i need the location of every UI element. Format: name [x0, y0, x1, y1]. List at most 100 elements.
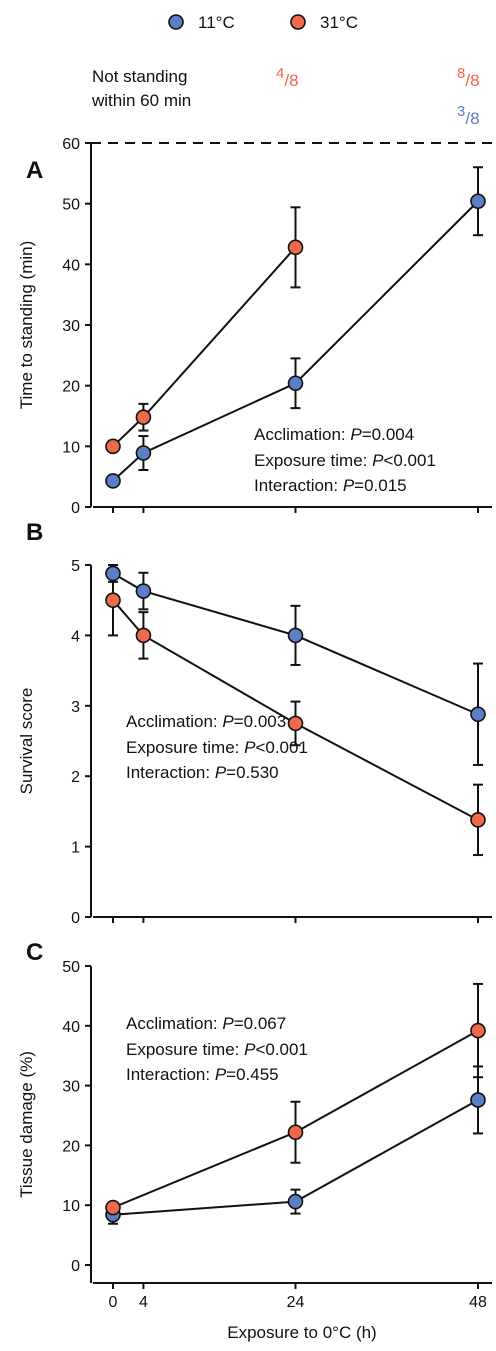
panel-b-y-tick-label: 0	[71, 910, 80, 927]
panel-b-stat-name: Interaction:	[126, 763, 215, 782]
panel-c-series-31c-point	[470, 1022, 486, 1039]
legend-label-31c: 31°C	[320, 13, 358, 32]
fraction-31c-24h-den: /8	[284, 71, 298, 90]
panel-c-y-tick-label: 50	[62, 959, 80, 976]
panel-c-y-tick-label: 20	[62, 1138, 80, 1155]
panel-c-stat-line: Acclimation: P=0.067	[126, 1014, 286, 1033]
panel-a-stat-line: Interaction: P=0.015	[254, 476, 407, 495]
panel-c-stat-name: Acclimation:	[126, 1014, 222, 1033]
panel-c-stat-p: P	[215, 1065, 227, 1084]
panel-a-stat-p: P	[343, 476, 355, 495]
panel-a-y-tick-label: 60	[62, 136, 80, 153]
panel-b-stat-line: Interaction: P=0.530	[126, 763, 279, 782]
panel-b-stat-value: <0.001	[255, 738, 307, 757]
panel-b-stat-value: =0.530	[226, 763, 278, 782]
panel-a-y-tick-label: 30	[62, 318, 80, 335]
panel-a-series-11c-point	[135, 445, 152, 461]
panel-c-series-31c-point	[287, 1124, 304, 1141]
panel-a-stat-value: =0.004	[362, 425, 414, 444]
not-standing-header: Not standing within 60 min 4/8 8/8 3/8	[91, 65, 480, 128]
panel-c-stat-line: Exposure time: P<0.001	[126, 1040, 308, 1059]
panel-c-letter: C	[26, 939, 43, 966]
panel-b-y-tick-label: 5	[71, 558, 80, 575]
x-axis-title: Exposure to 0°C (h)	[227, 1323, 376, 1342]
panel-c-series-11c-point	[287, 1193, 304, 1210]
panel-b-series-31c-point	[287, 715, 304, 732]
panel-a-y-tick-label: 50	[62, 197, 80, 214]
panel-a-y-tick-label: 10	[62, 439, 80, 456]
panel-b-letter: B	[26, 519, 43, 546]
panel-b: B 0 1 2 3 4 5 Survival score Acclimation: P=0.00…	[17, 519, 492, 927]
panel-c-series-11c-point	[470, 1092, 486, 1108]
fraction-31c-48h-num: 8	[457, 65, 465, 82]
legend-label-11c: 11°C	[198, 13, 235, 32]
not-standing-label-line1: Not standing	[92, 67, 187, 86]
panel-a-series-11c-point	[470, 193, 486, 210]
panel-b-series-11c-point	[105, 565, 121, 582]
panel-a-y-tick-label: 0	[71, 500, 80, 517]
panel-a-series-11c-point	[105, 473, 121, 489]
panel-c-y-axis-title: Tissue damage (%)	[17, 1051, 36, 1198]
panel-b-series-31c-point	[470, 812, 486, 828]
x-tick-label: 24	[287, 1294, 305, 1311]
panel-a-y-tick-label: 40	[62, 257, 80, 274]
panel-b-y-tick-label: 2	[71, 769, 80, 786]
fraction-31c-24h-num: 4	[276, 65, 284, 82]
panel-a-y-axis-title: Time to standing (min)	[17, 241, 36, 409]
panel-c-y-tick-label: 10	[62, 1198, 80, 1215]
panel-b-series-11c-line	[112, 572, 479, 716]
panel-b-stat-name: Exposure time:	[126, 738, 244, 757]
panel-b-series-31c-point	[135, 627, 152, 644]
panel-c-stat-p: P	[244, 1040, 256, 1059]
panel-b-stat-line: Exposure time: P<0.001	[126, 738, 308, 757]
panel-b-stat-p: P	[215, 763, 227, 782]
panel-c-stat-value: =0.455	[226, 1065, 278, 1084]
panel-c: C 0 10 20 30 40 50 0 4 24 48 Tissue damage (%) Accli…	[17, 939, 492, 1311]
panel-a-series-11c-point	[287, 375, 304, 392]
legend-marker-11c	[168, 14, 184, 30]
panel-a-y-tick-label: 20	[62, 379, 80, 396]
panel-c-series-31c-point	[105, 1199, 121, 1216]
panel-c-y-tick-label: 0	[71, 1258, 80, 1275]
fraction-31c-48h: 8/8	[457, 65, 480, 90]
panel-b-stat-p: P	[244, 738, 256, 757]
fraction-31c-48h-den: /8	[465, 71, 479, 90]
panel-b-series-11c-point	[287, 627, 304, 644]
panel-a-stat-name: Exposure time:	[254, 451, 372, 470]
panel-b-y-tick-label: 3	[71, 699, 80, 716]
fraction-11c-48h-den: /8	[465, 109, 479, 128]
panel-c-stat-value: =0.067	[234, 1014, 286, 1033]
panel-a-stat-p: P	[350, 425, 362, 444]
panel-b-y-tick-label: 4	[71, 628, 80, 645]
panel-c-stat-name: Interaction:	[126, 1065, 215, 1084]
panel-b-y-axis-title: Survival score	[17, 688, 36, 795]
panel-a-stat-value: =0.015	[354, 476, 406, 495]
panel-a-series-31c-point	[135, 409, 152, 426]
fraction-11c-48h: 3/8	[457, 103, 480, 128]
panel-b-series-11c-point	[135, 583, 152, 599]
panel-b-series-11c-point	[470, 706, 486, 723]
panel-b-series-31c-line	[112, 599, 479, 821]
panel-b-stat-value: =0.003	[234, 712, 286, 731]
panel-c-stat-value: <0.001	[255, 1040, 307, 1059]
x-tick-label: 48	[469, 1294, 487, 1311]
panel-a-series-11c-line	[112, 200, 479, 482]
panel-c-stat-line: Interaction: P=0.455	[126, 1065, 279, 1084]
x-tick-label: 0	[109, 1294, 118, 1311]
panel-b-stat-line: Acclimation: P=0.003	[126, 712, 286, 731]
panel-c-y-tick-label: 40	[62, 1019, 80, 1036]
panel-a-stat-p: P	[372, 451, 384, 470]
panel-a-stat-name: Interaction:	[254, 476, 343, 495]
legend-marker-31c	[290, 14, 306, 30]
panel-b-stat-p: P	[222, 712, 234, 731]
panel-c-stat-p: P	[222, 1014, 234, 1033]
legend: 11°C 31°C	[168, 13, 358, 32]
panel-a-letter: A	[26, 157, 43, 184]
x-tick-label: 4	[139, 1294, 148, 1311]
panel-a: A 0 10 20 30 40 50 60 Time to standing (min) Accl…	[17, 136, 492, 517]
panel-a-series-31c-point	[105, 438, 121, 455]
not-standing-label-line2: within 60 min	[91, 91, 191, 110]
panel-b-y-tick-label: 1	[71, 840, 80, 857]
panel-c-y-tick-label: 30	[62, 1079, 80, 1096]
